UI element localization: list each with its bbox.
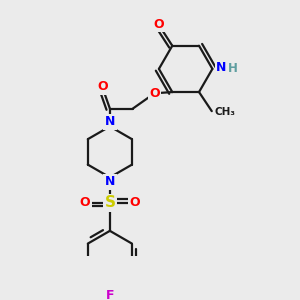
Text: F: F	[106, 289, 114, 300]
Text: S: S	[104, 195, 116, 210]
Text: N: N	[105, 115, 115, 128]
Text: O: O	[129, 196, 140, 209]
Text: O: O	[149, 87, 160, 100]
Text: N: N	[105, 176, 115, 188]
Text: H: H	[228, 62, 238, 75]
Text: O: O	[97, 80, 108, 94]
Text: CH₃: CH₃	[214, 107, 235, 117]
Text: N: N	[216, 61, 226, 74]
Text: O: O	[153, 18, 164, 31]
Text: O: O	[80, 196, 91, 209]
